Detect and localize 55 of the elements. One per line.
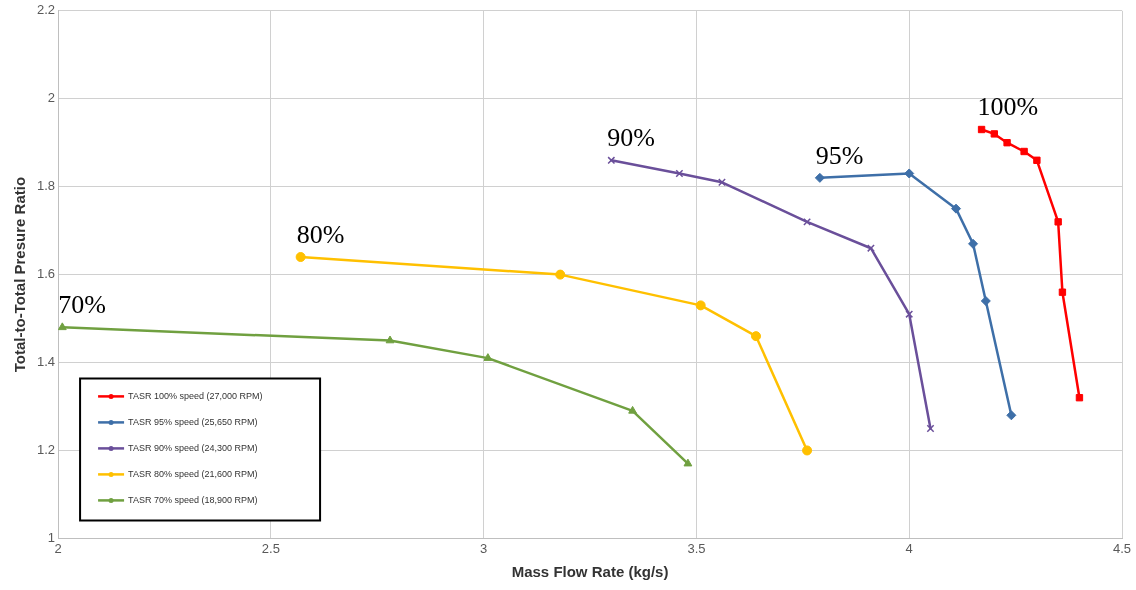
- annotation: 100%: [977, 92, 1039, 122]
- point: [1075, 394, 1084, 402]
- x-tick-label: 3.5: [687, 540, 706, 556]
- y-tick-label: 1: [47, 529, 56, 545]
- y-tick-label: 1.2: [36, 442, 56, 458]
- point: [904, 168, 915, 179]
- legend-label: TASR 90% speed (24,300 RPM): [128, 442, 258, 453]
- legend-label: TASR 95% speed (25,650 RPM): [128, 416, 258, 427]
- y-tick-label: 1.4: [36, 354, 56, 370]
- point: [607, 156, 616, 165]
- legend-label: TASR 80% speed (21,600 RPM): [128, 468, 258, 479]
- point: [926, 424, 935, 433]
- point: [990, 130, 999, 138]
- point: [683, 458, 693, 467]
- point: [1058, 288, 1067, 296]
- point: [555, 269, 566, 280]
- point: [814, 172, 825, 183]
- point: [905, 310, 914, 319]
- y-tick-label: 2: [47, 90, 56, 106]
- x-tick-label: 4.5: [1112, 540, 1132, 556]
- point: [803, 217, 812, 226]
- x-tick-label: 3: [480, 540, 488, 556]
- point: [866, 244, 875, 253]
- x-tick-label: 2.5: [261, 540, 280, 556]
- point: [1003, 139, 1011, 147]
- y-tick-label: 1.8: [36, 178, 56, 194]
- point: [483, 353, 493, 361]
- legend-label: TASR 70% speed (18,900 RPM): [128, 494, 258, 505]
- point: [951, 203, 962, 214]
- point: [1033, 156, 1041, 164]
- annotation: 95%: [815, 140, 864, 170]
- y-tick-label: 1.6: [36, 266, 56, 282]
- point: [1020, 147, 1028, 156]
- point: [968, 238, 979, 249]
- x-axis-title: Mass Flow Rate (kg/s): [511, 563, 669, 581]
- point: [295, 252, 306, 263]
- y-tick-label: 2.2: [36, 2, 56, 18]
- point: [695, 300, 706, 311]
- point: [675, 169, 684, 178]
- point: [802, 445, 813, 456]
- annotation: 70%: [58, 290, 106, 320]
- point: [977, 125, 986, 134]
- point: [1054, 218, 1062, 226]
- point: [718, 178, 726, 187]
- point: [751, 331, 762, 342]
- annotation: 80%: [296, 219, 345, 249]
- point: [385, 335, 395, 344]
- annotation: 90%: [607, 123, 655, 153]
- x-tick-label: 4: [905, 540, 913, 556]
- point: [628, 405, 637, 414]
- y-axis-title: Total-to-Total Presure Ratio: [11, 176, 29, 373]
- point: [980, 295, 991, 306]
- legend-label: TASR 100% speed (27,000 RPM): [128, 390, 263, 401]
- point: [58, 322, 67, 331]
- point: [1006, 410, 1017, 421]
